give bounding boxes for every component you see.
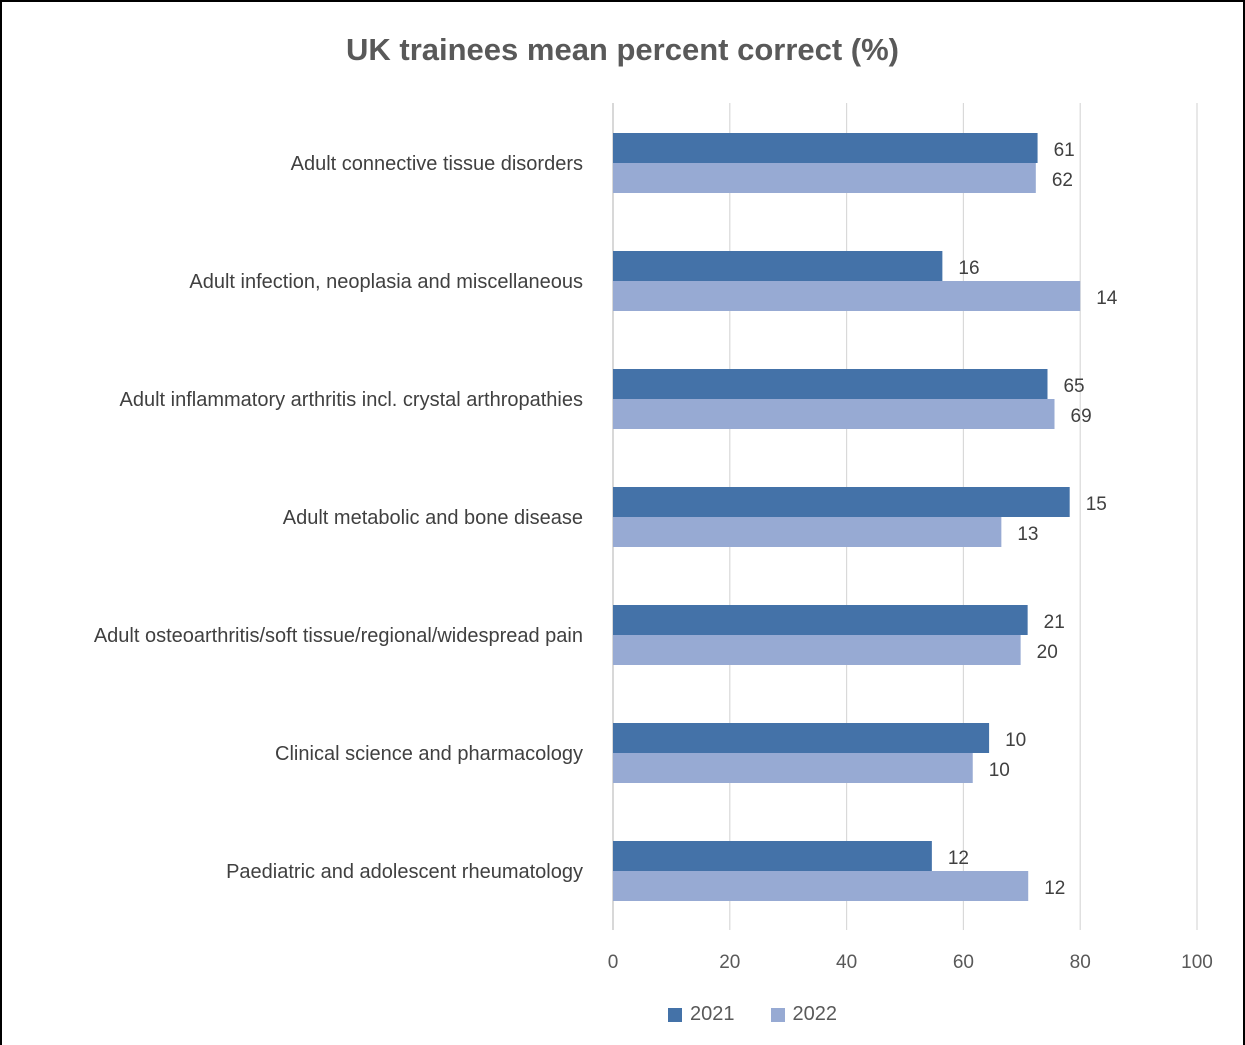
x-tick-label-20: 20 — [719, 952, 740, 973]
legend-label-2021: 2021 — [690, 1003, 735, 1025]
category-label-4: Adult metabolic and bone disease — [283, 507, 583, 529]
data-label-2021-5: 21 — [1044, 612, 1065, 633]
data-label-2021-2: 16 — [958, 258, 979, 279]
category-label-1: Adult connective tissue disorders — [291, 153, 583, 175]
x-tick-label-100: 100 — [1181, 952, 1213, 973]
bar-2021-7 — [613, 841, 932, 871]
legend-label-2022: 2022 — [792, 1003, 838, 1025]
data-label-2022-4: 13 — [1017, 524, 1038, 545]
data-label-2022-3: 69 — [1071, 406, 1092, 427]
legend-item-2021: 2021 — [408, 1003, 735, 1026]
bar-2022-1 — [613, 163, 1036, 193]
x-tick-label-0: 0 — [608, 952, 619, 973]
bar-2022-4 — [613, 517, 1002, 547]
x-tick-label-60: 60 — [953, 952, 974, 973]
bar-2022-3 — [613, 399, 1055, 429]
data-label-2022-5: 20 — [1037, 642, 1058, 663]
category-label-3: Adult inflammatory arthritis incl. cryst… — [120, 389, 584, 411]
bar-2022-2 — [613, 281, 1081, 311]
data-label-2022-7: 12 — [1044, 878, 1065, 899]
legend-swatch-2021 — [668, 1007, 682, 1022]
data-label-2021-7: 12 — [948, 848, 969, 869]
bar-2022-5 — [613, 635, 1021, 665]
bar-2021-5 — [613, 605, 1028, 635]
bar-2021-3 — [613, 369, 1048, 399]
category-label-5: Adult osteoarthritis/soft tissue/regiona… — [94, 625, 583, 647]
data-label-2022-6: 10 — [989, 760, 1010, 781]
chart-legend: 2021 2022 — [0, 1003, 1245, 1026]
data-label-2021-3: 65 — [1063, 376, 1084, 397]
bar-2021-1 — [613, 133, 1038, 163]
category-label-6: Clinical science and pharmacology — [275, 743, 583, 765]
data-label-2021-1: 61 — [1054, 140, 1075, 161]
x-tick-label-40: 40 — [836, 952, 857, 973]
legend-swatch-2022 — [770, 1007, 785, 1022]
bar-2022-7 — [613, 871, 1029, 901]
bar-2021-2 — [613, 251, 943, 281]
bar-2022-6 — [613, 753, 973, 783]
category-label-7: Paediatric and adolescent rheumatology — [226, 861, 583, 883]
data-label-2022-2: 14 — [1096, 288, 1118, 309]
legend-item-2022: 2022 — [770, 1003, 838, 1026]
data-label-2021-6: 10 — [1005, 730, 1026, 751]
data-label-2022-1: 62 — [1052, 170, 1073, 191]
x-tick-label-80: 80 — [1070, 952, 1091, 973]
bar-2021-4 — [613, 487, 1070, 517]
chart-title: UK trainees mean percent correct (%) — [345, 32, 900, 67]
category-label-2: Adult infection, neoplasia and miscellan… — [189, 271, 583, 293]
data-label-2021-4: 15 — [1086, 494, 1107, 515]
bar-2021-6 — [613, 723, 990, 753]
